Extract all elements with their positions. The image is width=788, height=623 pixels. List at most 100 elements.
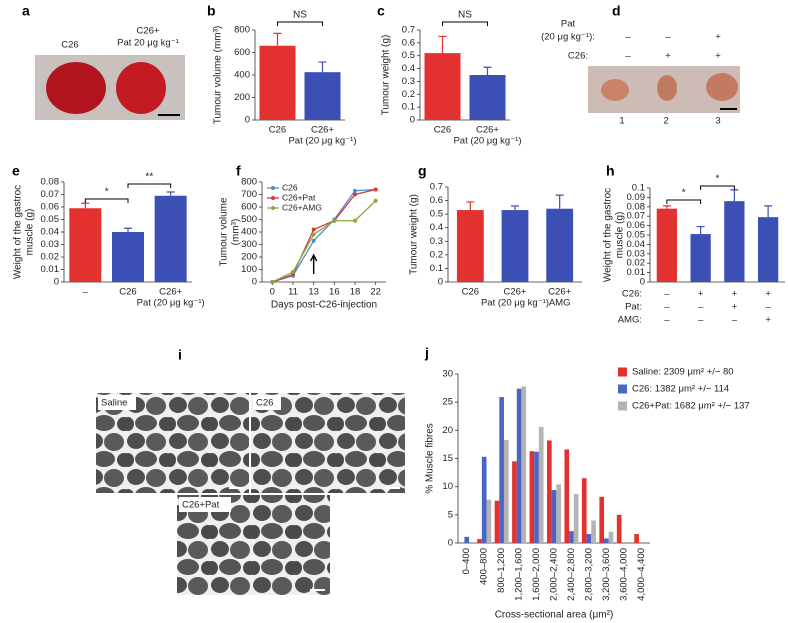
legend-label: Saline: 2309 μm² +/− 80 xyxy=(632,367,734,378)
x-tick-label: 0 xyxy=(270,287,275,298)
bar xyxy=(599,496,605,543)
annotation: * xyxy=(682,188,686,199)
annotation: NS xyxy=(293,10,307,21)
legend-swatch xyxy=(618,367,627,377)
y-tick-label: 0.3 xyxy=(402,76,415,87)
condition-label: Pat: xyxy=(625,302,642,313)
x-tick-label: 2,800–3,200 xyxy=(583,548,594,601)
error-bar xyxy=(124,227,132,232)
y-tick-label: 0.7 xyxy=(430,182,443,193)
line xyxy=(272,188,376,283)
x-tick-label: 400–800 xyxy=(479,548,490,585)
condition-mark: + xyxy=(765,289,771,300)
y-tick-label: 700 xyxy=(241,189,257,200)
y-tick-label: 0.05 xyxy=(627,230,646,241)
y-tick-label: 30 xyxy=(442,369,453,380)
y-tick-label: 5 xyxy=(448,509,453,520)
y-tick-label: 0.08 xyxy=(41,177,60,188)
point xyxy=(353,188,357,193)
y-tick-label: 20 xyxy=(442,425,453,436)
label-box xyxy=(179,497,231,512)
y-tick-label: 0.1 xyxy=(430,263,443,274)
x-tick-label: C26+ xyxy=(311,125,334,136)
error-bar xyxy=(273,32,282,46)
label-box xyxy=(253,395,281,410)
error-bar xyxy=(764,205,773,218)
bar xyxy=(529,451,535,543)
y-tick-label: 800 xyxy=(241,177,257,188)
x-tick-label: C26+ xyxy=(476,125,499,136)
error-bar xyxy=(466,201,475,211)
bar xyxy=(534,451,539,543)
x-tick-label: Pat (20 μg kg⁻¹) xyxy=(137,298,205,309)
y-tick-label: 0.02 xyxy=(627,258,646,269)
y-tick-label: 0.7 xyxy=(402,25,415,36)
point xyxy=(373,187,378,192)
condition-mark: – xyxy=(732,315,738,326)
x-tick-label: 2,000–2,400 xyxy=(549,548,560,601)
bar xyxy=(503,439,509,543)
y-tick-label: 0.1 xyxy=(632,183,645,194)
y-axis-label: Weight of the gastroc xyxy=(13,185,24,279)
y-tick-label: 400 xyxy=(234,70,250,81)
y-tick-label: 0.01 xyxy=(627,267,646,278)
y-tick-label: 0.5 xyxy=(430,209,443,220)
bracket xyxy=(84,198,129,203)
x-tick-label: 0–400 xyxy=(461,548,472,574)
y-tick-label: 0.1 xyxy=(402,102,415,113)
photo-label: C26+ xyxy=(137,26,160,37)
point xyxy=(353,218,357,223)
cell: – xyxy=(625,32,631,43)
condition-mark: + xyxy=(765,315,771,326)
micrograph-label: C26+Pat xyxy=(182,500,220,511)
bar xyxy=(481,456,487,543)
legend-marker xyxy=(271,196,275,200)
condition-mark: + xyxy=(732,302,738,313)
bar xyxy=(499,397,504,543)
legend-label: C26+Pat xyxy=(282,192,316,202)
x-tick-label: AMG xyxy=(549,298,571,309)
bar xyxy=(573,493,579,543)
x-tick-label: C26 xyxy=(119,287,136,298)
condition-mark: – xyxy=(664,289,670,300)
line xyxy=(272,188,376,283)
condition-mark: – xyxy=(698,302,704,313)
bar xyxy=(758,217,779,282)
bar xyxy=(604,538,609,543)
annotation: * xyxy=(716,174,720,185)
line xyxy=(272,200,377,283)
error-bar xyxy=(555,194,564,209)
panel-i: i Saline C26 C26+Pat xyxy=(96,347,405,595)
bar xyxy=(304,72,341,120)
y-tick-label: 0.6 xyxy=(430,195,443,206)
y-axis-label: Tumour volume xyxy=(219,197,230,267)
condition-mark: + xyxy=(698,289,704,300)
x-tick-label: C26 xyxy=(434,125,451,136)
y-tick-label: 800 xyxy=(234,25,250,36)
error-bar xyxy=(438,35,447,54)
point xyxy=(311,238,316,243)
y-tick-label: 300 xyxy=(241,239,257,250)
error-bar xyxy=(166,191,175,196)
photo-label: C26 xyxy=(61,40,78,51)
condition-mark: – xyxy=(664,302,670,313)
point xyxy=(311,227,316,232)
condition-mark: – xyxy=(698,315,704,326)
condition-mark: – xyxy=(664,315,670,326)
arrow xyxy=(310,253,318,274)
y-tick-label: 0.04 xyxy=(627,239,646,250)
y-axis-label: Weight of the gastroc xyxy=(603,188,614,282)
bracket xyxy=(700,185,735,190)
y-tick-label: 0.3 xyxy=(430,236,443,247)
y-tick-label: 0.06 xyxy=(627,220,646,231)
legend-swatch xyxy=(618,401,627,411)
y-tick-label: 600 xyxy=(241,202,257,213)
panel-letter: f xyxy=(236,163,241,179)
x-tick-label: 3,600–4,000 xyxy=(618,548,629,601)
x-axis-label: Cross-sectional area (μm²) xyxy=(495,610,614,621)
bar xyxy=(586,533,592,543)
x-tick-label: C26+ xyxy=(548,287,571,298)
cell: + xyxy=(715,51,721,62)
error-bar xyxy=(730,189,739,202)
bar xyxy=(591,520,596,543)
